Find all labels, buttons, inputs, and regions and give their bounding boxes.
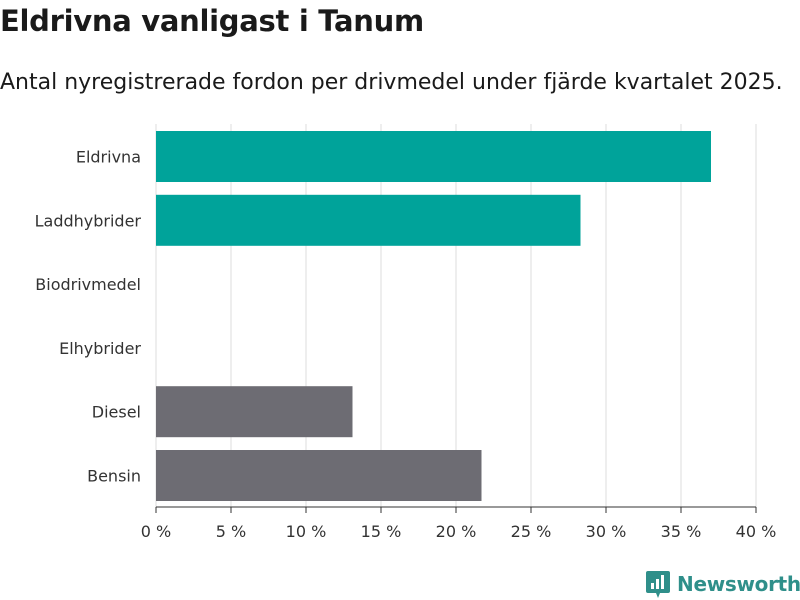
category-label: Diesel — [92, 403, 141, 422]
bar-diesel — [156, 386, 353, 438]
category-label: Eldrivna — [76, 148, 141, 167]
bar-eldrivna — [156, 131, 711, 182]
x-tick-label: 30 % — [586, 522, 627, 541]
chart-subtitle: Antal nyregistrerade fordon per drivmede… — [0, 70, 783, 95]
bar-laddhybrider — [156, 194, 581, 246]
category-label: Biodrivmedel — [35, 275, 141, 294]
bar-bensin — [156, 450, 482, 501]
brand-name: Newsworthy — [677, 572, 800, 596]
x-tick-label: 40 % — [736, 522, 777, 541]
x-tick-label: 35 % — [661, 522, 702, 541]
category-label: Elhybrider — [59, 339, 141, 358]
newsworthy-logo-icon — [646, 571, 670, 598]
x-tick-label: 25 % — [511, 522, 552, 541]
x-tick-label: 20 % — [436, 522, 477, 541]
category-label: Bensin — [87, 467, 141, 486]
chart-title: Eldrivna vanligast i Tanum — [0, 4, 424, 38]
x-tick-label: 0 % — [141, 522, 171, 541]
brand-logo: Newsworthy — [645, 568, 800, 600]
x-tick-label: 5 % — [216, 522, 246, 541]
x-tick-label: 10 % — [286, 522, 327, 541]
category-label: Laddhybrider — [35, 211, 142, 230]
x-tick-label: 15 % — [361, 522, 402, 541]
